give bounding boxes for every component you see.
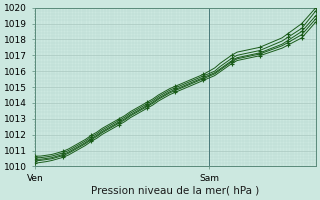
X-axis label: Pression niveau de la mer( hPa ): Pression niveau de la mer( hPa )	[91, 186, 260, 196]
